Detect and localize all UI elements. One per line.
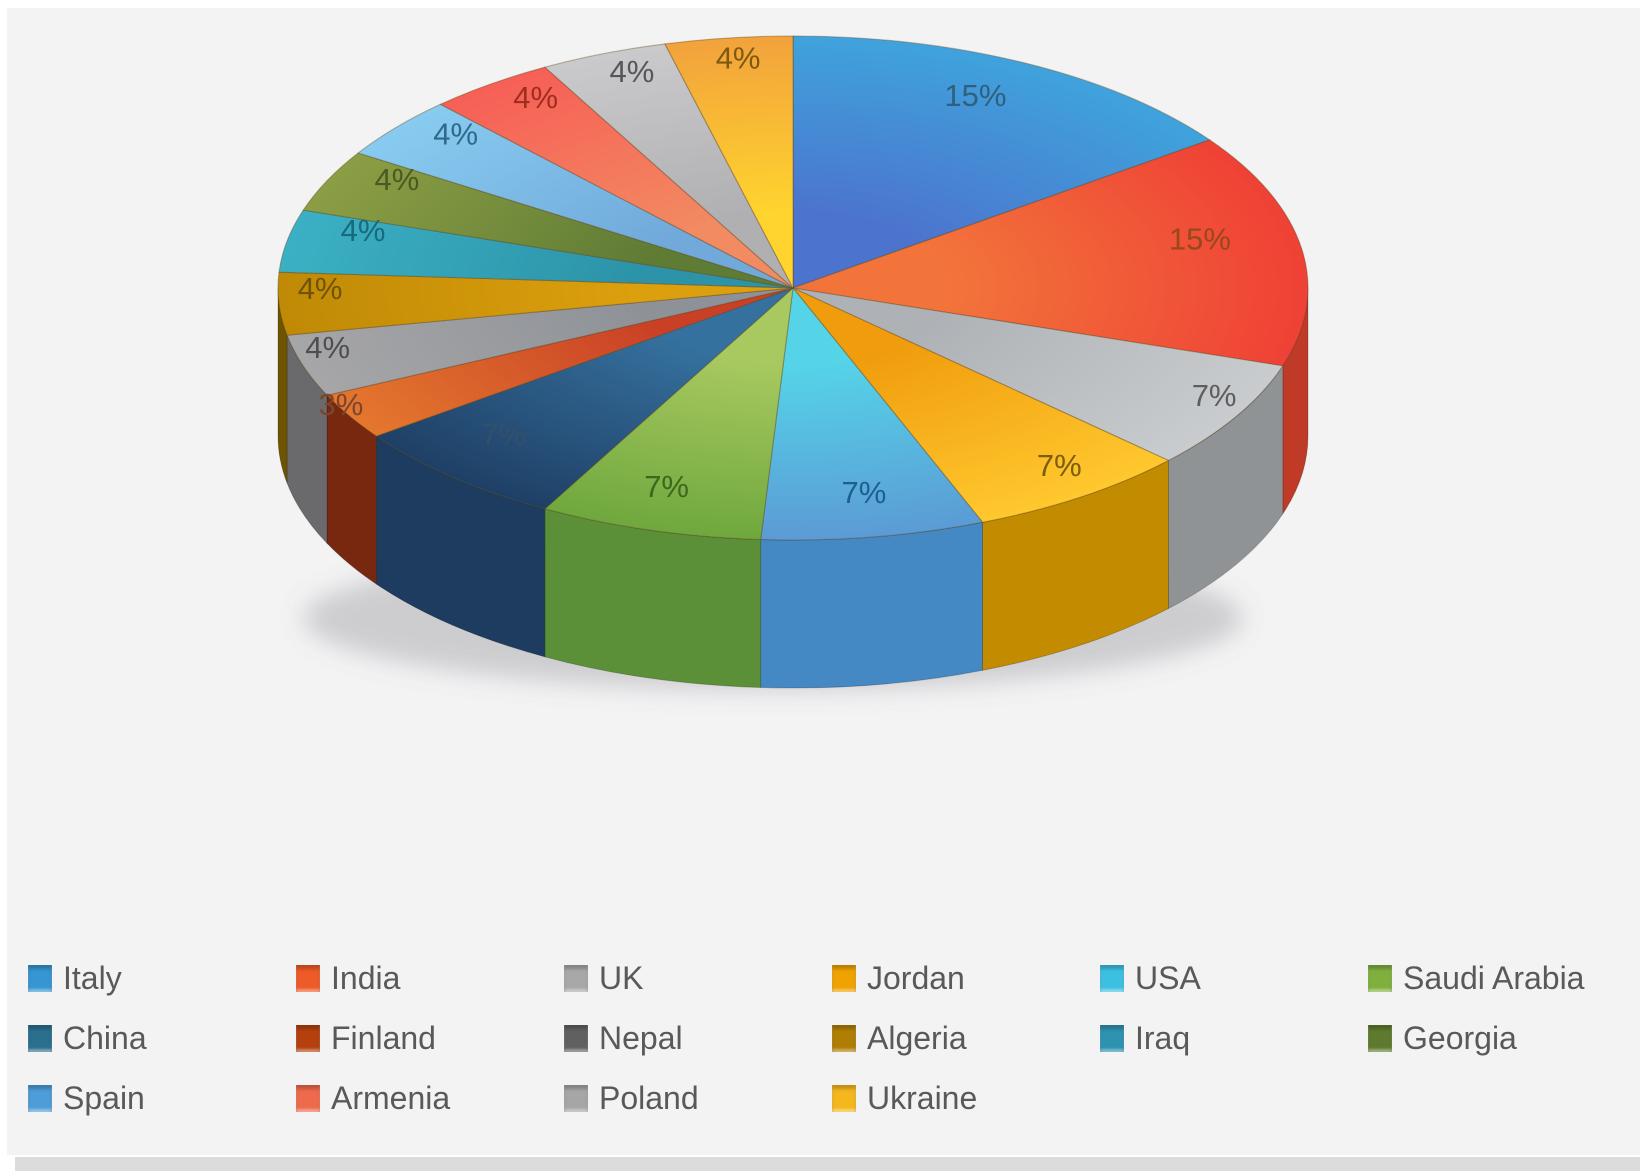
legend-swatch-armenia — [296, 1084, 320, 1112]
pie-slice-india[interactable] — [792, 139, 1309, 367]
legend-label-armenia: Armenia — [331, 1080, 451, 1116]
legend-item-poland[interactable]: Poland — [564, 1082, 832, 1114]
pie-label-spain: 4% — [433, 117, 478, 152]
legend-item-iraq[interactable]: Iraq — [1100, 1022, 1368, 1054]
legend-swatch-saudi-arabia — [1368, 964, 1392, 992]
pie-slice-italy[interactable] — [792, 35, 1211, 289]
pie-label-georgia: 4% — [374, 162, 419, 197]
legend-item-india[interactable]: India — [296, 962, 564, 994]
pie-label-algeria: 4% — [298, 271, 343, 306]
legend-swatch-algeria — [832, 1024, 856, 1052]
pie-slice-china[interactable] — [375, 287, 794, 510]
pie-slice-side-usa — [760, 521, 983, 689]
legend-swatch-uk — [564, 964, 588, 992]
legend-swatch-finland — [296, 1024, 320, 1052]
legend-item-italy[interactable]: Italy — [28, 962, 296, 994]
legend-swatch-poland — [564, 1084, 588, 1112]
legend-swatch-nepal — [564, 1024, 588, 1052]
pie-slice-side-saudi-arabia — [544, 508, 762, 688]
legend-item-china[interactable]: China — [28, 1022, 296, 1054]
legend-swatch-iraq — [1100, 1024, 1124, 1052]
pie-slice-uk[interactable] — [792, 287, 1284, 462]
pie-label-poland: 4% — [609, 54, 654, 89]
legend-label-usa: USA — [1135, 960, 1201, 996]
legend-label-finland: Finland — [331, 1020, 436, 1056]
pie-label-finland: 3% — [318, 387, 363, 422]
pie-label-jordan: 7% — [1037, 448, 1082, 483]
legend-swatch-georgia — [1368, 1024, 1392, 1052]
legend-label-iraq: Iraq — [1135, 1020, 1191, 1056]
legend-swatch-china — [28, 1024, 52, 1052]
pie-label-nepal: 4% — [305, 330, 350, 365]
pie-label-italy: 15% — [944, 78, 1006, 113]
legend-label-spain: Spain — [63, 1080, 145, 1116]
legend-item-usa[interactable]: USA — [1100, 962, 1368, 994]
legend-swatch-spain — [28, 1084, 52, 1112]
pie-slice-poland[interactable] — [543, 43, 794, 289]
legend-item-nepal[interactable]: Nepal — [564, 1022, 832, 1054]
legend-label-nepal: Nepal — [599, 1020, 683, 1056]
pie-chart: 15% 15% 7% 7% 7% 7% 7% 3% 4% 4% 4% 4% 4% 4% 4% 4% — [277, 35, 1309, 690]
pie-label-iraq: 4% — [341, 213, 386, 248]
pie-label-india: 15% — [1169, 222, 1231, 257]
pie-slice-side-jordan — [982, 459, 1169, 671]
pie-slice-armenia[interactable] — [439, 66, 794, 289]
legend-label-algeria: Algeria — [867, 1020, 967, 1056]
legend-item-spain[interactable]: Spain — [28, 1082, 296, 1114]
pie-slice-algeria[interactable] — [277, 271, 794, 336]
legend-label-ukraine: Ukraine — [867, 1080, 978, 1116]
legend-label-uk: UK — [599, 960, 644, 996]
pie-slice-usa[interactable] — [760, 286, 984, 541]
pie-slice-georgia[interactable] — [302, 152, 794, 289]
legend-label-china: China — [63, 1020, 147, 1056]
pie-label-uk: 7% — [1192, 378, 1237, 413]
legend-swatch-italy — [28, 964, 52, 992]
legend-label-saudi-arabia: Saudi Arabia — [1403, 960, 1585, 996]
pie-slice-iraq[interactable] — [278, 209, 794, 289]
legend-swatch-india — [296, 964, 320, 992]
legend-item-georgia[interactable]: Georgia — [1368, 1022, 1636, 1054]
legend-label-poland: Poland — [599, 1080, 699, 1116]
pie-slice-jordan[interactable] — [792, 287, 1170, 523]
legend-label-georgia: Georgia — [1403, 1020, 1517, 1056]
pie-label-china: 7% — [481, 417, 526, 452]
legend-swatch-ukraine — [832, 1084, 856, 1112]
pie-slice-spain[interactable] — [356, 103, 794, 289]
legend-item-finland[interactable]: Finland — [296, 1022, 564, 1054]
legend-swatch-usa — [1100, 964, 1124, 992]
legend-item-algeria[interactable]: Algeria — [832, 1022, 1100, 1054]
pie-label-ukraine: 4% — [716, 41, 761, 76]
pie-label-saudi-arabia: 7% — [644, 469, 689, 504]
legend-label-italy: Italy — [63, 960, 122, 996]
pie-label-armenia: 4% — [513, 80, 558, 115]
legend-item-saudi-arabia[interactable]: Saudi Arabia — [1368, 962, 1636, 994]
chart-legend: Italy India UK Jordan USA Saudi Arabia China Fi… — [28, 948, 1636, 1128]
horizontal-scrollbar[interactable] — [15, 1157, 1640, 1171]
legend-label-india: India — [331, 960, 401, 996]
pie-label-usa: 7% — [841, 475, 886, 510]
pie-slice-ukraine[interactable] — [664, 35, 794, 289]
legend-swatch-jordan — [832, 964, 856, 992]
pie-slice-nepal[interactable] — [286, 287, 794, 396]
legend-item-ukraine[interactable]: Ukraine — [832, 1082, 1100, 1114]
legend-label-jordan: Jordan — [867, 960, 965, 996]
pie-slice-saudi-arabia[interactable] — [543, 286, 794, 541]
legend-item-jordan[interactable]: Jordan — [832, 962, 1100, 994]
legend-item-armenia[interactable]: Armenia — [296, 1082, 564, 1114]
legend-item-uk[interactable]: UK — [564, 962, 832, 994]
pie-slice-finland[interactable] — [325, 287, 794, 437]
